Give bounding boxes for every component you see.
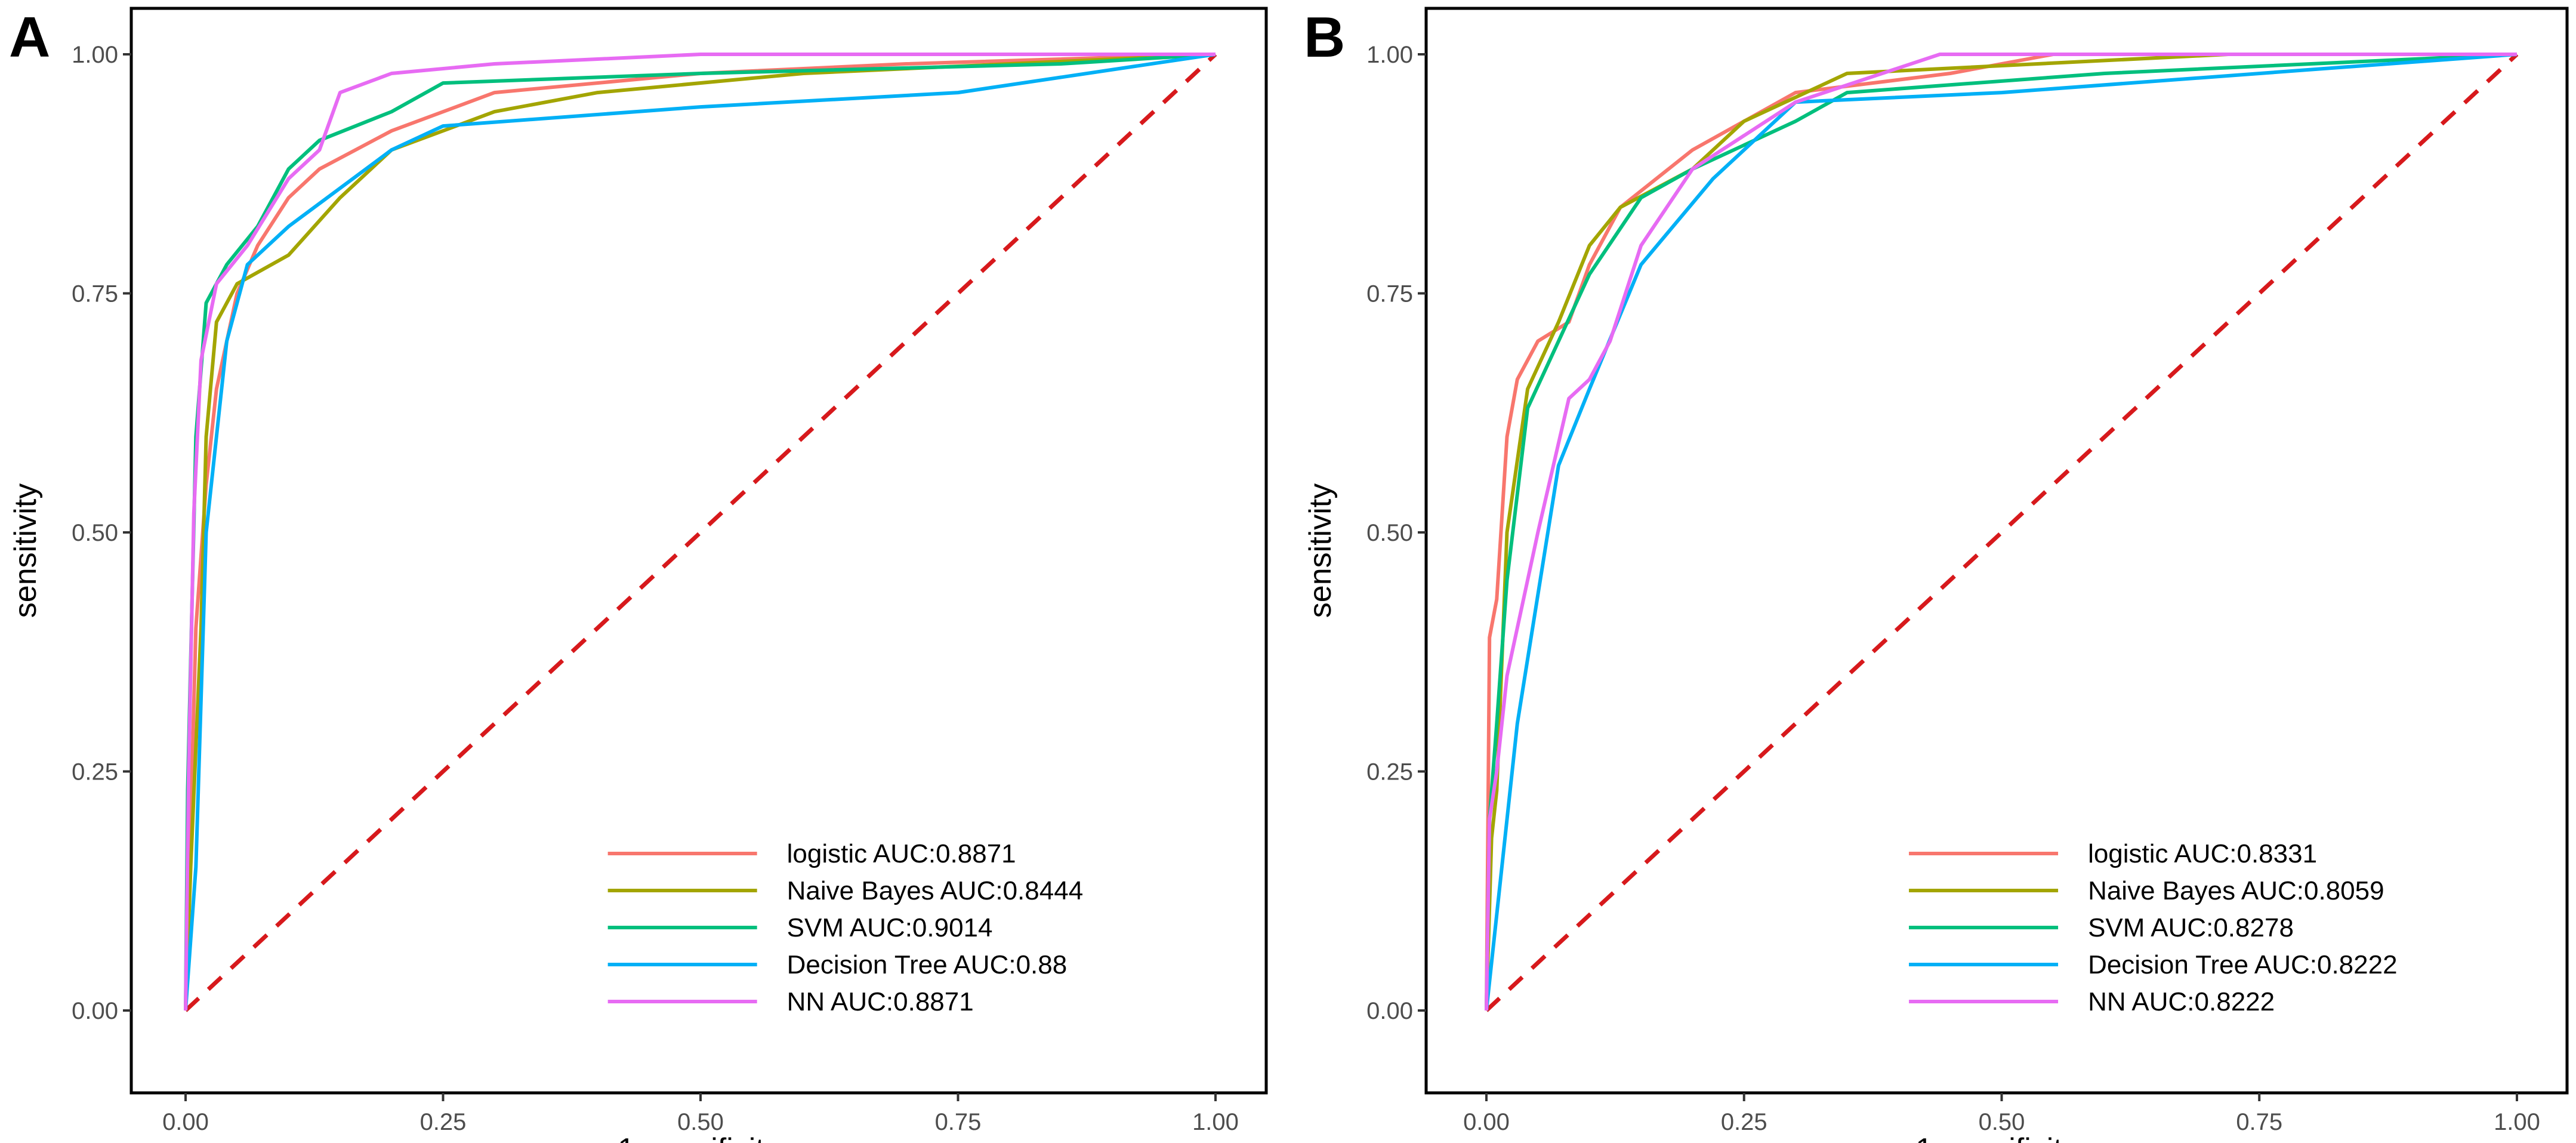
x-tick-label: 0.50 — [1979, 1109, 2025, 1135]
y-tick-label: 0.50 — [1366, 520, 1413, 546]
x-tick-label: 0.75 — [2236, 1109, 2282, 1135]
legend-label-2: Naive Bayes AUC:0.8444 — [787, 876, 1084, 905]
roc-curve-5 — [1485, 53, 2517, 1011]
roc-curve-3 — [1485, 53, 2518, 1011]
legend-label-1: logistic AUC:0.8871 — [787, 839, 1016, 868]
roc-curve-2 — [1485, 53, 2517, 1011]
roc-curve-5 — [184, 53, 1215, 1011]
x-tick-label: 0.75 — [935, 1109, 982, 1135]
y-axis-title: sensitivity — [8, 483, 43, 618]
roc-curve-2 — [184, 53, 1216, 1011]
y-tick-label: 0.00 — [1366, 998, 1413, 1024]
y-tick-label: 0.50 — [72, 520, 118, 546]
legend-label-2: Naive Bayes AUC:0.8059 — [2088, 876, 2384, 905]
y-tick-label: 0.75 — [72, 281, 118, 307]
roc-panel-b: 0.00 0.25 0.50 0.75 1.00 0.00 0.25 0.50 0.75 1.00… — [1303, 5, 2569, 1143]
y-tick-label: 0.75 — [1366, 281, 1413, 307]
legend-label-3: SVM AUC:0.8278 — [2088, 913, 2294, 942]
legend-label-4: Decision Tree AUC:0.88 — [787, 950, 1068, 979]
y-tick-label: 1.00 — [72, 42, 118, 68]
plot-border — [129, 7, 1268, 1095]
legend: logistic AUC:0.8331 Naive Bayes AUC:0.805… — [1909, 839, 2398, 1016]
x-tick-label: 0.25 — [1721, 1109, 1767, 1135]
legend-label-5: NN AUC:0.8222 — [2088, 987, 2275, 1016]
y-tick-label: 0.25 — [72, 759, 118, 785]
legend-label-4: Decision Tree AUC:0.8222 — [2088, 950, 2398, 979]
reference-diagonal-line — [1485, 53, 2519, 1012]
x-tick-label: 0.00 — [1463, 1109, 1510, 1135]
roc-curve-4 — [1485, 53, 2518, 1011]
legend: logistic AUC:0.8871 Naive Bayes AUC:0.844… — [607, 839, 1084, 1016]
x-tick-label: 0.00 — [162, 1109, 209, 1135]
legend-label-1: logistic AUC:0.8331 — [2088, 839, 2317, 868]
y-tick-label: 1.00 — [1366, 42, 1413, 68]
legend-label-3: SVM AUC:0.9014 — [787, 913, 993, 942]
x-axis-title: 1-specificity — [1915, 1132, 2078, 1143]
y-axis-title: sensitivity — [1303, 483, 1338, 618]
reference-diagonal-line — [184, 53, 1217, 1012]
panel-label: A — [9, 5, 50, 69]
panel-label: B — [1304, 5, 1345, 69]
roc-panel-a: 0.00 0.25 0.50 0.75 1.00 0.00 0.25 0.50 0.75 1.00… — [8, 5, 1268, 1143]
x-axis-title: 1-specificity — [618, 1132, 780, 1143]
x-tick-label: 1.00 — [1192, 1109, 1239, 1135]
x-tick-label: 1.00 — [2494, 1109, 2540, 1135]
x-tick-label: 0.50 — [677, 1109, 724, 1135]
plot-border — [1424, 7, 2569, 1095]
y-tick-label: 0.25 — [1366, 759, 1413, 785]
roc-curve-4 — [184, 53, 1216, 1011]
legend-label-5: NN AUC:0.8871 — [787, 987, 974, 1016]
x-tick-label: 0.25 — [420, 1109, 467, 1135]
roc-curve-1 — [184, 53, 1216, 1011]
y-tick-label: 0.00 — [72, 998, 118, 1024]
